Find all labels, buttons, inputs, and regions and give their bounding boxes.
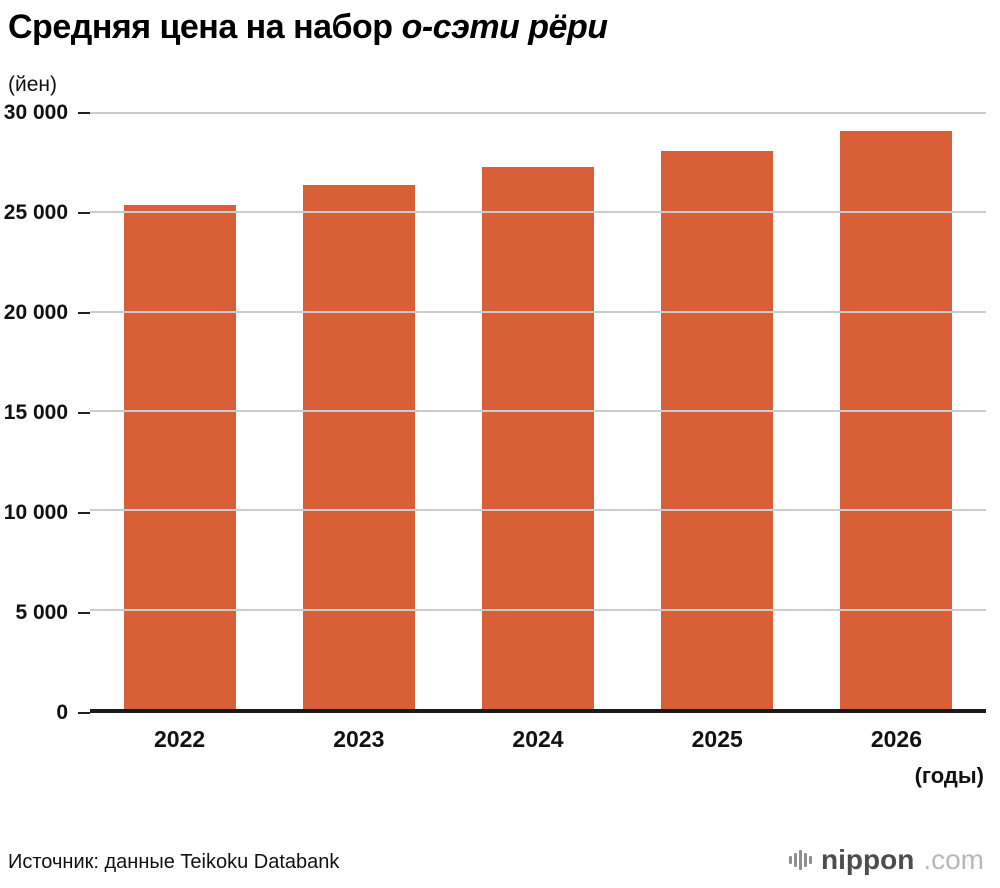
- y-tick-label-30000: 30 000: [3, 101, 68, 124]
- x-tick-label-2025: 2025: [691, 726, 743, 752]
- gridline-15000: [90, 410, 986, 412]
- y-axis: 0 5 000 10 000 15 000 20 000 25 000 30 000: [0, 101, 90, 724]
- nippon-com-logo: nippon .com: [789, 846, 984, 874]
- y-tick-mark-5000: [78, 612, 90, 614]
- x-axis: 2022 2023 2024 2025 2026: [90, 713, 986, 753]
- chart-title-italic: о-сэти рёри: [401, 8, 608, 46]
- gridline-10000: [90, 509, 986, 512]
- bar-slot-2024: [448, 113, 627, 709]
- y-tick-label-10000: 10 000: [3, 501, 68, 524]
- y-tick-mark-20000: [78, 312, 90, 314]
- bar-slot-2023: [269, 113, 448, 709]
- y-tick-label-0: 0: [56, 701, 68, 724]
- x-tick-label-2026: 2026: [870, 726, 922, 752]
- bars-container: [90, 113, 986, 709]
- y-tick-mark-30000: [78, 112, 90, 114]
- y-tick-label-25000: 25 000: [3, 201, 68, 224]
- gridline-20000: [90, 310, 986, 313]
- x-tick-label-2024: 2024: [512, 726, 564, 752]
- y-tick-mark-10000: [78, 512, 90, 514]
- y-tick-mark-15000: [78, 412, 90, 414]
- y-axis-unit-label: (йен): [8, 73, 57, 96]
- gridline-5000: [90, 608, 986, 611]
- bar-2025: [661, 150, 774, 709]
- bar-slot-2026: [807, 113, 986, 709]
- y-tick-mark-25000: [78, 212, 90, 214]
- x-tick-label-2023: 2023: [333, 726, 385, 752]
- bar-2026: [840, 130, 953, 709]
- bar-2022: [123, 205, 236, 709]
- bar-chart: 0 5 000 10 000 15 000 20 000 25 000 30 000: [0, 101, 986, 724]
- bar-slot-2025: [628, 113, 807, 709]
- logo-tld: .com: [923, 844, 984, 875]
- y-tick-label-5000: 5 000: [15, 601, 68, 624]
- bar-slot-2022: [90, 113, 269, 709]
- y-tick-mark-0: [78, 712, 90, 714]
- logo-wordmark: nippon: [821, 844, 915, 875]
- chart-title: Средняя цена на набор о-сэти рёри: [8, 8, 1000, 47]
- y-tick-label-15000: 15 000: [3, 401, 68, 424]
- gridline-25000: [90, 211, 986, 214]
- source-note: Источник: данные Teikoku Databank: [8, 851, 340, 873]
- gridline-30000: [90, 112, 986, 114]
- waveform-bars-icon: [789, 848, 813, 872]
- bar-2024: [482, 166, 594, 709]
- chart-title-main: Средняя цена на набор: [8, 8, 393, 46]
- plot-area: [90, 112, 986, 713]
- footer: Источник: данные Teikoku Databank nippon…: [8, 846, 984, 874]
- y-tick-label-20000: 20 000: [3, 301, 68, 324]
- x-tick-label-2022: 2022: [154, 726, 206, 752]
- x-axis-unit-label: (годы): [914, 763, 984, 788]
- bar-2023: [302, 184, 415, 709]
